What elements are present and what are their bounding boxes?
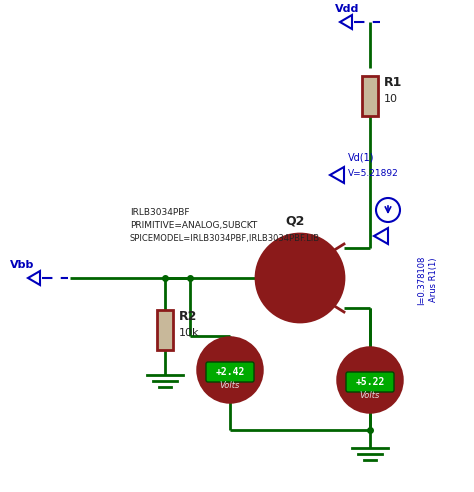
- Text: +2.42: +2.42: [215, 367, 245, 377]
- Text: PRIMITIVE=ANALOG,SUBCKT: PRIMITIVE=ANALOG,SUBCKT: [130, 221, 257, 230]
- FancyBboxPatch shape: [206, 362, 254, 382]
- Text: Volts: Volts: [360, 392, 380, 400]
- Text: R2: R2: [179, 310, 197, 323]
- Text: Vd(1): Vd(1): [348, 153, 374, 163]
- Text: R1: R1: [384, 76, 402, 89]
- Bar: [362, 76, 378, 116]
- Text: Vbb: Vbb: [10, 260, 35, 270]
- Text: Vdd: Vdd: [335, 4, 359, 14]
- Text: +: +: [197, 355, 207, 365]
- Circle shape: [256, 234, 344, 322]
- Circle shape: [338, 348, 402, 412]
- Bar: [157, 310, 173, 350]
- Text: V=5.21892: V=5.21892: [348, 169, 399, 178]
- Text: -: -: [367, 403, 373, 417]
- Text: SPICEMODEL=IRLB3034PBF,IRLB3034PBF.LIB: SPICEMODEL=IRLB3034PBF,IRLB3034PBF.LIB: [130, 234, 320, 243]
- FancyBboxPatch shape: [346, 372, 394, 392]
- Text: I=0.378108: I=0.378108: [418, 255, 427, 305]
- Text: Q2: Q2: [285, 214, 304, 227]
- Text: 10k: 10k: [179, 328, 200, 338]
- Circle shape: [198, 338, 262, 402]
- Text: -: -: [228, 393, 232, 407]
- Text: 10: 10: [384, 94, 398, 104]
- Text: IRLB3034PBF: IRLB3034PBF: [130, 208, 190, 217]
- Text: +5.22: +5.22: [356, 377, 385, 387]
- Text: Volts: Volts: [220, 381, 240, 391]
- Text: Arus R1(1): Arus R1(1): [429, 258, 438, 302]
- Text: +: +: [337, 365, 346, 375]
